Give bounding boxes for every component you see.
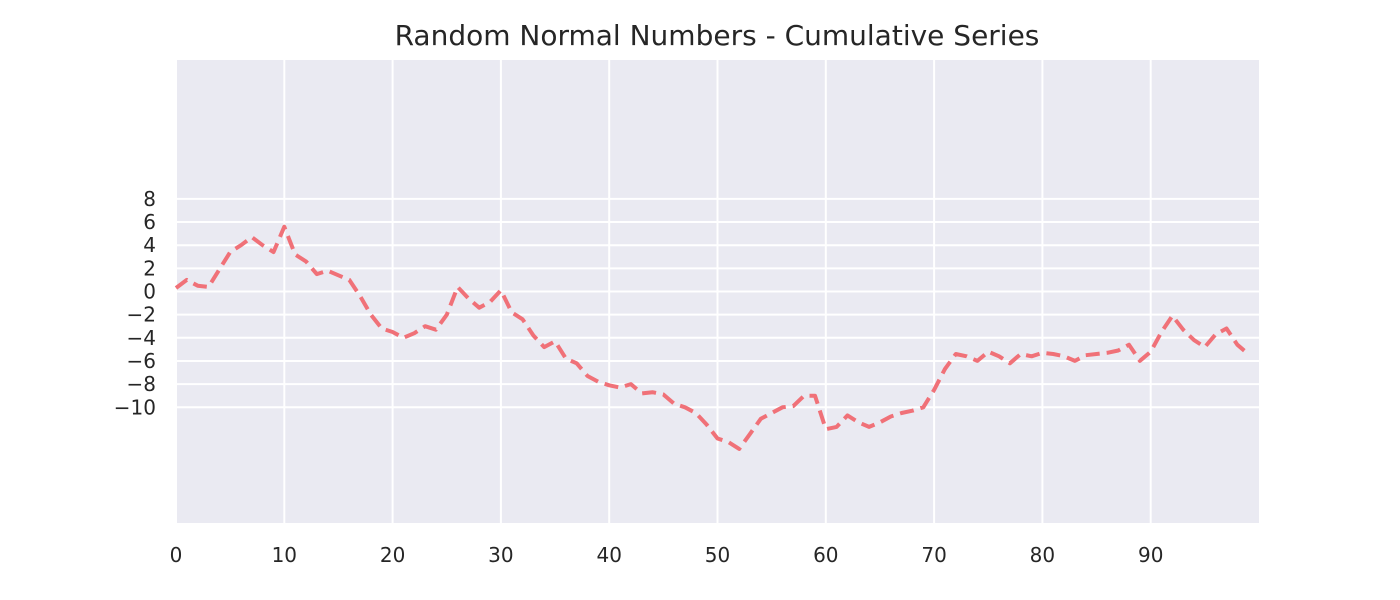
y-tick-label: −8 — [127, 372, 156, 396]
y-tick-label: −10 — [114, 395, 156, 419]
x-tick-label: 30 — [488, 543, 513, 567]
y-tick-label: 4 — [143, 233, 156, 257]
series-line — [174, 224, 1250, 451]
x-tick-label: 20 — [380, 543, 405, 567]
x-tick-label: 50 — [705, 543, 730, 567]
y-tick-label: 0 — [143, 280, 156, 304]
series-layer — [174, 224, 1250, 451]
chart-title: Random Normal Numbers - Cumulative Serie… — [395, 19, 1040, 52]
y-tick-label: −4 — [127, 326, 156, 350]
y-tick-label: 2 — [143, 256, 156, 280]
x-tick-label: 60 — [813, 543, 838, 567]
x-tick-label: 0 — [170, 543, 183, 567]
x-tick-label: 70 — [921, 543, 946, 567]
x-tick-label: 90 — [1138, 543, 1163, 567]
x-tick-label: 10 — [272, 543, 297, 567]
x-tick-label: 80 — [1030, 543, 1055, 567]
y-tick-label: −2 — [127, 303, 156, 327]
y-tick-label: 8 — [143, 187, 156, 211]
y-tick-label: −6 — [127, 349, 156, 373]
x-axis-ticks: 0 10 20 30 40 50 60 70 80 90 — [170, 543, 1164, 567]
y-tick-label: 6 — [143, 210, 156, 234]
x-tick-label: 40 — [596, 543, 621, 567]
grid-lines — [175, 60, 1259, 523]
